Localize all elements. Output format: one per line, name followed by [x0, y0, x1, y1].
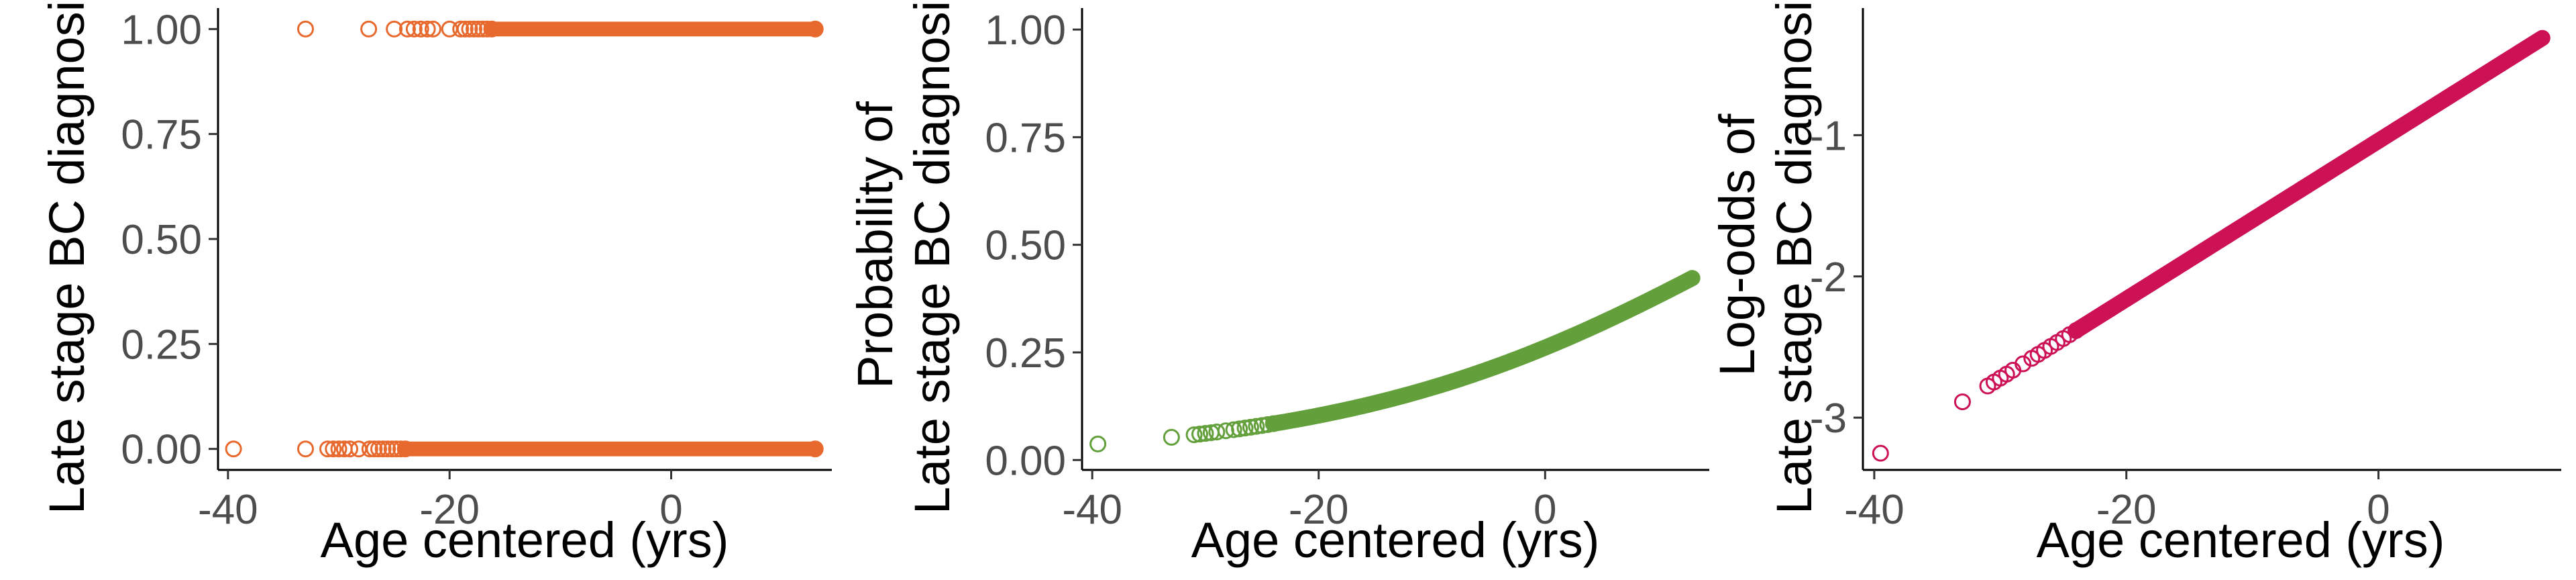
y-axis-title-line2-middle: Late stage BC diagnosis: [904, 0, 960, 514]
data-point: [341, 440, 359, 458]
data-point: [2015, 355, 2032, 373]
data-point: [1242, 418, 1259, 436]
data-point: [483, 20, 500, 38]
data-point: [1208, 423, 1226, 440]
y-tick-label: 0.25: [985, 330, 1066, 377]
data-point: [461, 20, 478, 38]
x-tick-label: -40: [1844, 487, 1904, 533]
x-tick-label: -20: [419, 487, 480, 533]
x-tick-label: -40: [1062, 487, 1122, 533]
data-point: [1953, 393, 1971, 411]
data-point: [383, 440, 400, 458]
dense-points-curve: [2068, 30, 2551, 339]
data-point: [1265, 415, 1282, 432]
panel-left: 0.00 0.25 0.50 0.75 1.00 -40 -20 0 Age centere…: [39, 0, 832, 568]
y-tick-label: 0.25: [121, 322, 202, 368]
y-axis-title-line1-middle: Probability of: [847, 101, 903, 389]
data-point: [225, 440, 242, 458]
x-tick-label: -20: [2096, 487, 2157, 533]
points-middle: [1089, 270, 1701, 452]
x-ticks-right: -40 -20 0: [1844, 470, 2390, 533]
y-tick-label: 0.50: [985, 223, 1066, 269]
x-axis-title-left: Age centered (yrs): [321, 512, 729, 568]
data-point: [806, 440, 824, 458]
y-tick-label: -1: [1810, 113, 1847, 159]
data-point: [392, 440, 410, 458]
data-point: [1089, 435, 1107, 452]
data-point: [419, 20, 436, 38]
data-point: [360, 20, 378, 38]
data-point: [1236, 420, 1254, 437]
y-tick-label: 0.00: [985, 438, 1066, 484]
data-point: [1259, 416, 1277, 434]
data-point: [374, 440, 392, 458]
y-tick-label: 1.00: [121, 7, 202, 53]
y-ticks-left: 0.00 0.25 0.50 0.75 1.00: [121, 7, 218, 473]
panel-middle: 0.00 0.25 0.50 0.75 1.00 -40 -20 0 Age centere…: [847, 0, 1709, 568]
data-point: [1191, 426, 1209, 443]
y-ticks-middle: 0.00 0.25 0.50 0.75 1.00: [985, 7, 1082, 484]
x-ticks-left: -40 -20 0: [198, 470, 683, 533]
data-point: [2068, 322, 2085, 340]
data-point: [452, 20, 470, 38]
y-tick-label: -3: [1810, 395, 1847, 442]
data-point: [297, 440, 314, 458]
y-tick-label: 0.00: [121, 427, 202, 473]
data-point: [297, 20, 314, 38]
y-tick-label: 1.00: [985, 7, 1066, 54]
data-point: [470, 20, 487, 38]
data-point: [1248, 418, 1265, 435]
data-point: [1225, 421, 1242, 438]
panel-right: -3 -2 -1 -40 -20 0 Age centered (yrs) Log-od…: [1709, 0, 2561, 568]
y-tick-label: 0.75: [985, 115, 1066, 161]
data-point: [1872, 444, 1889, 462]
data-point: [1185, 426, 1203, 444]
y-ticks-right: -3 -2 -1: [1810, 113, 1863, 442]
data-point: [1197, 425, 1214, 442]
x-tick-label: 0: [2367, 487, 2390, 533]
data-point: [1231, 420, 1248, 438]
points-right: [1872, 30, 2551, 462]
dense-points-y1: [484, 21, 823, 37]
data-point: [405, 20, 423, 38]
data-point: [361, 440, 378, 458]
data-point: [456, 20, 474, 38]
x-tick-label: -40: [198, 487, 258, 533]
y-tick-label: 0.75: [121, 112, 202, 158]
data-point: [1253, 417, 1271, 434]
data-point: [806, 20, 824, 38]
data-point: [370, 440, 387, 458]
data-point: [319, 440, 337, 458]
y-axis-title-line2-right: Late stage BC diagnosis: [1766, 0, 1822, 514]
data-point: [325, 440, 342, 458]
data-point: [388, 440, 405, 458]
y-axis-title-line1-right: Log-odds of: [1709, 113, 1765, 376]
dense-points-y0: [398, 441, 823, 456]
data-point: [330, 440, 347, 458]
x-tick-label: 0: [1534, 487, 1556, 533]
x-axis-title-right: Age centered (yrs): [2037, 512, 2445, 568]
data-point: [398, 20, 416, 38]
data-point: [366, 440, 383, 458]
data-point: [466, 20, 483, 38]
data-point: [474, 20, 492, 38]
points-left: [225, 20, 824, 458]
y-tick-label: -2: [1810, 254, 1847, 301]
dense-points-curve: [1265, 270, 1701, 432]
data-point: [379, 440, 396, 458]
x-tick-label: -20: [1289, 487, 1349, 533]
data-point: [412, 20, 429, 38]
data-point: [478, 20, 496, 38]
data-point: [396, 440, 414, 458]
data-point: [1163, 428, 1180, 446]
data-point: [386, 20, 403, 38]
y-axis-title-left: Late stage BC diagnosis: [39, 0, 95, 514]
data-point: [424, 20, 441, 38]
x-ticks-middle: -40 -20 0: [1062, 470, 1557, 533]
y-tick-label: 0.50: [121, 217, 202, 263]
x-axis-title-middle: Age centered (yrs): [1191, 512, 1600, 568]
x-tick-label: 0: [659, 487, 682, 533]
